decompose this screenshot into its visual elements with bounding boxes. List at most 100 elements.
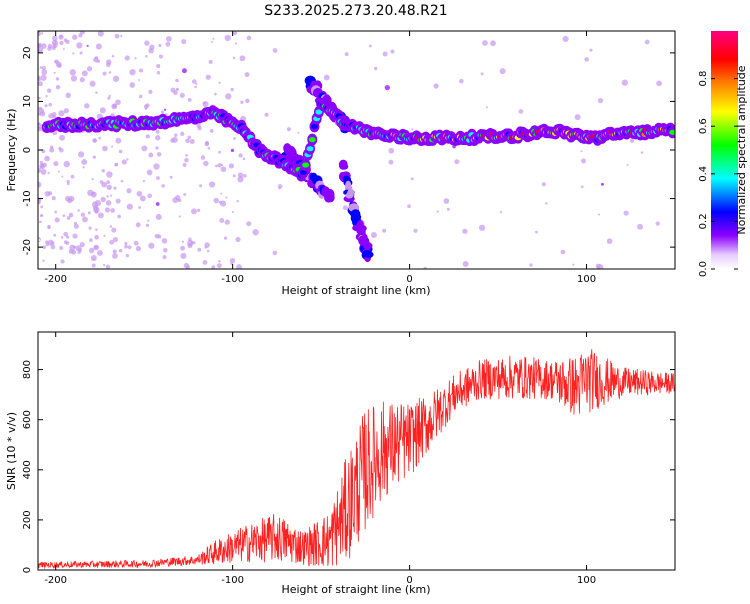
- spectrogram-noise-point: [323, 74, 330, 81]
- spectrogram-noise-point: [535, 230, 538, 234]
- spectrogram-noise-point: [142, 179, 146, 183]
- snr-y-axis-label: SNR (10 * v/v): [5, 412, 18, 490]
- spectrogram-noise-point: [490, 40, 496, 47]
- spectrogram-noise-point: [172, 197, 179, 204]
- spectrogram-noise-point: [197, 247, 202, 252]
- spectrogram-noise-point: [120, 179, 124, 183]
- spectrogram-noise-point: [95, 228, 98, 231]
- spectrogram-noise-point: [188, 237, 192, 242]
- spectrogram-noise-point: [100, 196, 106, 203]
- spectrogram-noise-point: [55, 84, 61, 90]
- spectrogram-ridge-point: [299, 169, 307, 175]
- spectrogram-noise-point: [38, 168, 42, 173]
- spectrogram-x-tick-label: 0: [406, 274, 412, 285]
- spectrogram-noise-point: [103, 234, 106, 237]
- spectrogram-ridge-point: [315, 109, 323, 115]
- spectrogram-noise-point: [47, 46, 52, 51]
- colorbar-gradient: [711, 31, 738, 269]
- spectrogram-noise-point: [66, 179, 70, 184]
- spectrogram-noise-point: [239, 55, 246, 62]
- spectrogram-noise-point: [61, 175, 64, 178]
- spectrogram-noise-point: [562, 35, 569, 43]
- spectrogram-noise-point: [93, 244, 100, 251]
- spectrogram-y-tick-label: 0: [22, 147, 33, 153]
- spectrogram-noise-point: [214, 92, 217, 96]
- spectrogram-y-tick-label: -20: [22, 239, 33, 255]
- spectrogram-noise-point: [144, 40, 150, 46]
- spectrogram-noise-point: [236, 199, 239, 203]
- spectrogram-noise-point: [162, 255, 167, 260]
- spectrogram-noise-point: [94, 234, 99, 240]
- spectrogram-noise-point: [102, 145, 108, 152]
- spectrogram-noise-point: [163, 247, 168, 253]
- spectrogram-noise-point: [178, 215, 181, 218]
- spectrogram-noise-point: [148, 89, 153, 94]
- spectrogram-noise-point: [133, 240, 139, 246]
- spectrogram-noise-point: [243, 253, 247, 257]
- spectrogram-noise-point: [180, 252, 187, 260]
- spectrogram-noise-point: [225, 93, 232, 100]
- spectrogram-x-axis-label: Height of straight line (km): [281, 284, 430, 297]
- spectrogram-noise-point: [233, 137, 236, 140]
- spectrogram-noise-point: [129, 68, 136, 76]
- spectrogram-x-tick-label: -100: [221, 274, 244, 285]
- spectrogram-noise-point: [65, 92, 71, 98]
- spectrogram-noise-point: [518, 109, 524, 114]
- spectrogram-noise-point: [286, 127, 291, 132]
- spectrogram-noise-point: [195, 82, 198, 85]
- spectrogram-noise-point: [237, 176, 244, 183]
- snr-y-tick-label: 400: [22, 460, 33, 479]
- spectrogram-noise-point: [219, 218, 225, 223]
- spectrogram-noise-point: [454, 159, 460, 165]
- spectrogram-noise-point: [38, 229, 42, 234]
- colorbar-tick-label: 0.2: [698, 213, 709, 229]
- spectrogram-noise-point: [196, 123, 201, 128]
- spectrogram-noise-point: [199, 184, 203, 188]
- spectrogram-noise-point: [580, 185, 584, 189]
- spectrogram-noise-point: [93, 206, 100, 214]
- spectrogram-noise-point: [38, 199, 41, 205]
- spectrogram-noise-point: [147, 219, 150, 222]
- spectrogram-noise-point: [203, 160, 209, 167]
- spectrogram-noise-point: [63, 160, 70, 168]
- spectrogram-noise-point: [156, 63, 161, 69]
- spectrogram-noise-point: [161, 184, 165, 188]
- colorbar: 0.0 0.2 0.4 0.6 0.8 Normalized spectral ampl…: [698, 31, 748, 277]
- spectrogram-noise-point: [84, 103, 90, 109]
- spectrogram-noise-point: [59, 134, 65, 141]
- spectrogram-noise-point: [215, 211, 222, 219]
- spectrogram-noise-point: [80, 101, 83, 104]
- spectrogram-noise-point: [95, 43, 102, 50]
- spectrogram-noise-point: [161, 238, 168, 244]
- spectrogram-noise-point: [390, 49, 395, 54]
- colorbar-tick-label: 0.0: [698, 261, 709, 277]
- spectrogram-noise-point: [580, 150, 583, 153]
- spectrogram-noise-point: [126, 158, 129, 161]
- spectrogram-noise-point: [179, 92, 185, 98]
- spectrogram-noise-point: [60, 259, 65, 264]
- spectrogram-noise-point: [40, 205, 44, 209]
- spectrogram-noise-point: [187, 135, 192, 140]
- spectrogram-branch-mark: [326, 192, 335, 203]
- spectrogram-noise-point: [51, 39, 58, 46]
- spectrogram-noise-point: [204, 242, 210, 248]
- spectrogram-noise-point: [213, 197, 220, 204]
- spectrogram-y-axis-label: Frequency (Hz): [5, 109, 18, 192]
- spectrogram-noise-point: [656, 80, 662, 87]
- spectrogram-noise-point: [42, 259, 45, 263]
- spectrogram-noise-point: [69, 69, 76, 76]
- spectrogram-noise-point: [65, 195, 71, 202]
- spectrogram-noise-point: [80, 212, 85, 217]
- spectrogram-noise-point: [40, 74, 47, 81]
- spectrogram-noise-point: [337, 149, 343, 155]
- spectrogram-noise-point: [145, 134, 150, 139]
- spectrogram-noise-point: [111, 103, 118, 110]
- spectrogram-noise-point: [114, 33, 120, 39]
- spectrogram-noise-point: [113, 186, 117, 190]
- spectrogram-noise-point: [38, 122, 41, 125]
- spectrogram-noise-point: [264, 112, 269, 117]
- spectrogram-noise-point: [54, 210, 57, 214]
- spectrogram-noise-point: [54, 217, 60, 223]
- spectrogram-noise-point: [114, 162, 119, 167]
